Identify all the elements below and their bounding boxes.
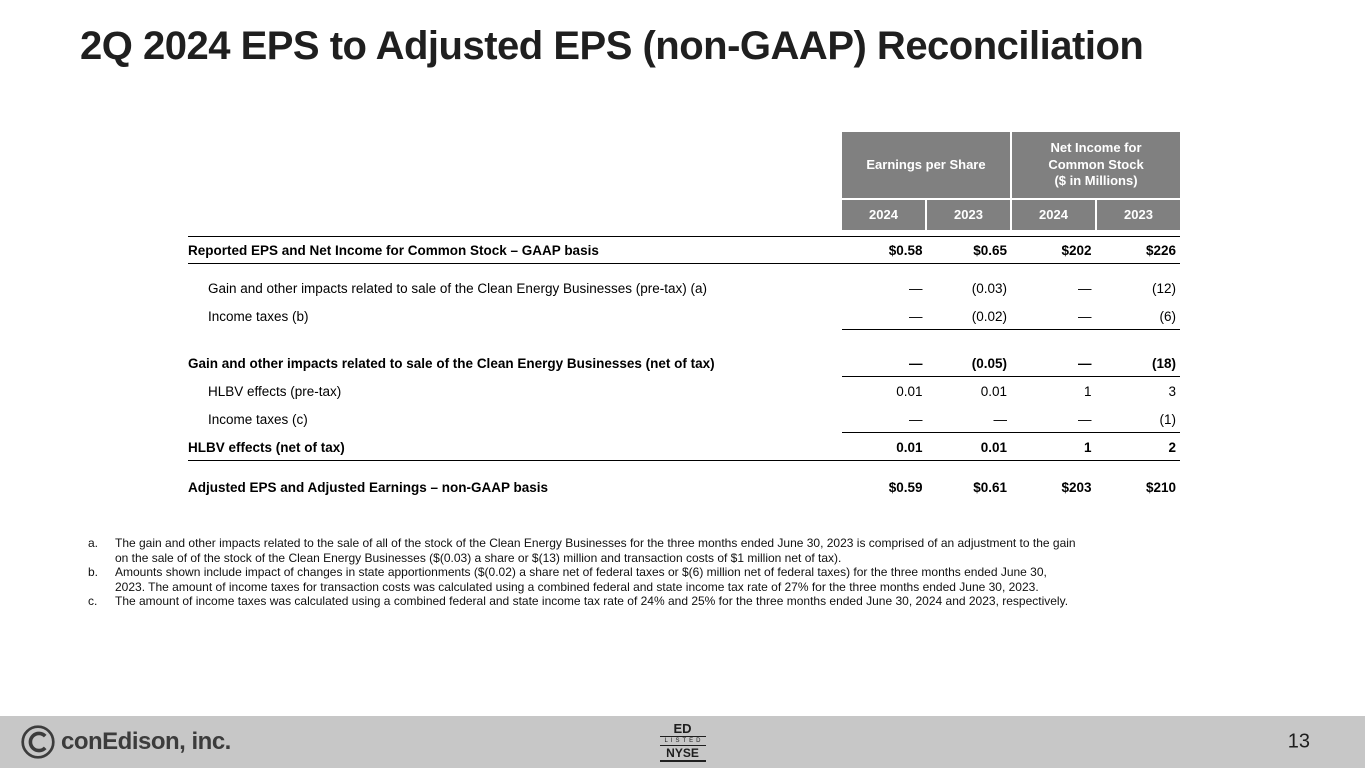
- cell-value: 1: [1083, 383, 1092, 399]
- company-logo: conEdison, inc.: [20, 724, 231, 760]
- cell-value: (0.03): [971, 280, 1007, 296]
- year-header-ni-2024: 2024: [1012, 200, 1095, 230]
- cell-value: $203: [1061, 479, 1092, 495]
- cell-value: —: [1078, 411, 1092, 427]
- footnote: b. Amounts shown include impact of change…: [88, 565, 1080, 594]
- year-header-eps-2023: 2023: [927, 200, 1010, 230]
- cell-value: (1): [1159, 411, 1177, 427]
- conedison-logo-icon: [20, 724, 56, 760]
- group-header-net-income: Net Income for Common Stock ($ in Millio…: [1012, 132, 1180, 198]
- footnote-marker: a.: [88, 536, 99, 550]
- row-label: Reported EPS and Net Income for Common S…: [188, 242, 599, 258]
- cell-value: 1: [1083, 439, 1092, 455]
- cell-value: (0.02): [971, 308, 1007, 324]
- table-row: Adjusted EPS and Adjusted Earnings – non…: [188, 473, 1180, 501]
- nyse-ticker: ED: [673, 721, 692, 736]
- nyse-listed-label: LISTED: [659, 736, 706, 746]
- table-row: Income taxes (b) — (0.02) — (6): [188, 302, 1180, 330]
- cell-value: $0.61: [973, 479, 1007, 495]
- cell-value: (18): [1151, 355, 1176, 371]
- row-label: Income taxes (b): [208, 308, 309, 324]
- row-label: HLBV effects (pre-tax): [208, 383, 342, 399]
- reconciliation-table: Earnings per Share Net Income for Common…: [188, 132, 1180, 501]
- footnote-marker: c.: [88, 594, 98, 608]
- row-label: Gain and other impacts related to sale o…: [188, 355, 715, 371]
- cell-value: —: [909, 411, 923, 427]
- cell-value: —: [909, 355, 923, 371]
- cell-value: 2: [1168, 439, 1176, 455]
- cell-value: $210: [1145, 479, 1176, 495]
- year-header-ni-2023: 2023: [1097, 200, 1180, 230]
- row-label: Adjusted EPS and Adjusted Earnings – non…: [188, 479, 549, 495]
- footnotes: a. The gain and other impacts related to …: [88, 536, 1080, 609]
- cell-value: $202: [1061, 242, 1092, 258]
- table-row: HLBV effects (pre-tax) 0.01 0.01 1 3: [188, 377, 1180, 405]
- table-group-header-row: Earnings per Share Net Income for Common…: [842, 132, 1180, 198]
- cell-value: $0.58: [888, 242, 923, 258]
- group-header-earnings-per-share: Earnings per Share: [842, 132, 1010, 198]
- footnote-marker: b.: [88, 565, 99, 579]
- footnote-text: The amount of income taxes was calculate…: [115, 594, 1069, 608]
- cell-value: —: [993, 411, 1008, 427]
- table-row: Gain and other impacts related to sale o…: [188, 349, 1180, 377]
- year-header-eps-2024: 2024: [842, 200, 925, 230]
- cell-value: —: [1078, 355, 1092, 371]
- cell-value: (6): [1159, 308, 1177, 324]
- cell-value: 0.01: [896, 439, 923, 455]
- nyse-name: NYSE: [659, 747, 706, 762]
- cell-value: $226: [1145, 242, 1176, 258]
- row-label: HLBV effects (net of tax): [188, 439, 345, 455]
- cell-value: $0.65: [973, 242, 1007, 258]
- table-year-header-row: 2024 2023 2024 2023: [842, 200, 1180, 230]
- footnote-text: The gain and other impacts related to th…: [115, 536, 1076, 565]
- table-body: Reported EPS and Net Income for Common S…: [188, 236, 1180, 501]
- row-label: Gain and other impacts related to sale o…: [208, 280, 707, 296]
- table-row: Reported EPS and Net Income for Common S…: [188, 236, 1180, 264]
- cell-value: —: [1078, 308, 1092, 324]
- cell-value: 3: [1168, 383, 1176, 399]
- cell-value: (0.05): [971, 355, 1007, 371]
- table-row: HLBV effects (net of tax) 0.01 0.01 1 2: [188, 433, 1180, 461]
- footnote-text: Amounts shown include impact of changes …: [115, 565, 1047, 594]
- nyse-listed-mark: ED LISTED NYSE: [659, 721, 706, 762]
- cell-value: 0.01: [980, 439, 1007, 455]
- cell-value: (12): [1151, 280, 1176, 296]
- footnote: c. The amount of income taxes was calcula…: [88, 594, 1080, 609]
- page-title: 2Q 2024 EPS to Adjusted EPS (non-GAAP) R…: [80, 24, 1144, 68]
- cell-value: —: [909, 280, 923, 296]
- table-row: Income taxes (c) — — — (1): [188, 405, 1180, 433]
- company-name: conEdison, inc.: [61, 728, 231, 755]
- cell-value: —: [1078, 280, 1092, 296]
- cell-value: $0.59: [888, 479, 923, 495]
- cell-value: —: [909, 308, 923, 324]
- table-row: Gain and other impacts related to sale o…: [188, 274, 1180, 302]
- page-number: 13: [1287, 730, 1310, 753]
- cell-value: 0.01: [896, 383, 923, 399]
- row-label: Income taxes (c): [208, 411, 308, 427]
- footnote: a. The gain and other impacts related to …: [88, 536, 1080, 565]
- footer-bar: conEdison, inc. ED LISTED NYSE 13: [0, 716, 1365, 768]
- cell-value: 0.01: [980, 383, 1007, 399]
